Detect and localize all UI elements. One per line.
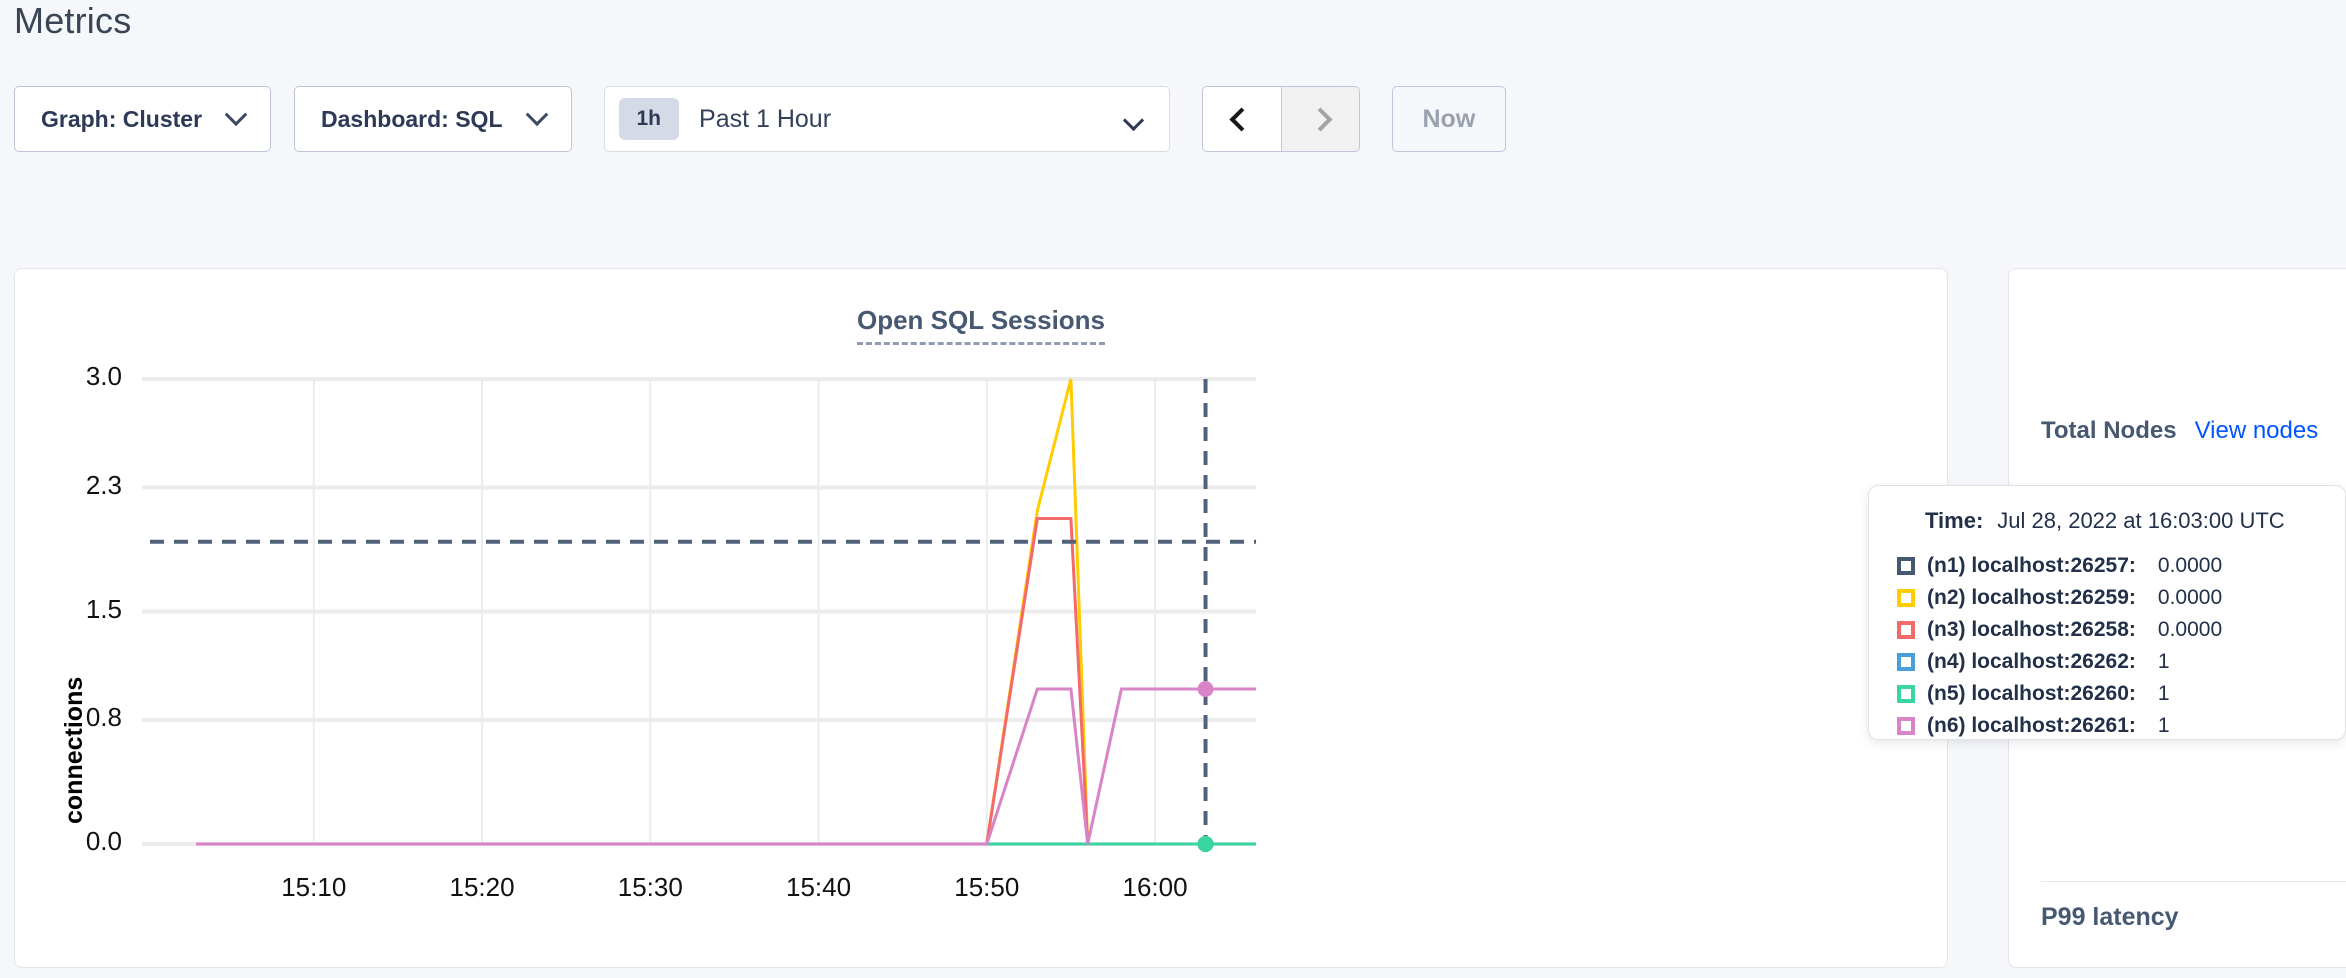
- chart-tooltip: Time: Jul 28, 2022 at 16:03:00 UTC (n1) …: [1868, 485, 2346, 740]
- tooltip-series-value: 1: [2157, 682, 2170, 705]
- chart-title: Open SQL Sessions: [15, 305, 1947, 345]
- tooltip-series-value: 0.0000: [2157, 586, 2223, 609]
- total-nodes-label: Total Nodes: [2041, 417, 2177, 444]
- y-axis-label: connections: [60, 676, 88, 824]
- view-nodes-link[interactable]: View nodes: [2194, 417, 2319, 444]
- tooltip-row: (n2) localhost:26259: 0.0000: [1897, 582, 2319, 614]
- p99-latency-label: P99 latency: [2041, 903, 2179, 931]
- y-axis-tick: 1.5: [85, 593, 122, 624]
- tooltip-series-name: (n1) localhost:26257:: [1927, 554, 2136, 577]
- series-color-swatch-icon: [1897, 589, 1915, 607]
- toolbar: Graph: Cluster Dashboard: SQL 1h Past 1 …: [14, 86, 1507, 152]
- page-title: Metrics: [14, 0, 132, 41]
- x-axis-tick: 15:50: [954, 872, 1020, 902]
- time-range-pill: 1h: [618, 98, 680, 140]
- y-axis-tick: 2.3: [85, 469, 122, 500]
- tooltip-series-name: (n3) localhost:26258:: [1927, 618, 2136, 641]
- series-color-swatch-icon: [1897, 685, 1915, 703]
- next-range-button[interactable]: [1280, 87, 1359, 151]
- tooltip-time-key: Time:: [1925, 508, 1984, 533]
- series-color-swatch-icon: [1897, 653, 1915, 671]
- tooltip-row: (n1) localhost:26257: 0.0000: [1897, 550, 2319, 582]
- tooltip-row: (n3) localhost:26258: 0.0000: [1897, 614, 2319, 646]
- chevron-left-icon: [1229, 106, 1254, 132]
- summary-title: Summary: [2009, 321, 2346, 352]
- chart-series: [196, 378, 1256, 846]
- tooltip-row: (n5) localhost:26260: 1: [1897, 678, 2319, 710]
- time-range-selector[interactable]: 1h Past 1 Hour: [603, 86, 1170, 152]
- tooltip-time: Time: Jul 28, 2022 at 16:03:00 UTC: [1897, 508, 2319, 534]
- chevron-down-icon: [224, 103, 248, 127]
- divider: [2041, 881, 2346, 882]
- chart-gridlines: [142, 377, 1256, 846]
- chevron-down-icon: [1122, 109, 1144, 132]
- series-color-swatch-icon: [1897, 717, 1915, 735]
- chevron-right-icon: [1307, 106, 1333, 132]
- tooltip-row: (n4) localhost:26262: 1: [1897, 646, 2319, 678]
- tooltip-series-value: 1: [2157, 714, 2170, 737]
- dashboard-selector[interactable]: Dashboard: SQL: [294, 86, 572, 152]
- chevron-down-icon: [525, 103, 548, 127]
- graph-selector[interactable]: Graph: Cluster: [14, 86, 272, 152]
- cursor-marker: [1197, 681, 1214, 697]
- total-nodes-row: Total Nodes View nodes: [2041, 417, 2318, 445]
- time-range-label: Past 1 Hour: [699, 104, 832, 133]
- cursor-markers: [1197, 681, 1214, 852]
- y-axis-tick: 0.8: [85, 702, 122, 732]
- graph-selector-label: Graph: Cluster: [41, 105, 203, 132]
- y-axis-tick: 3.0: [85, 361, 122, 391]
- cursor-marker: [1197, 836, 1214, 852]
- tooltip-series-value: 1: [2157, 650, 2170, 673]
- chart-plot[interactable]: [15, 269, 1949, 969]
- series-color-swatch-icon: [1897, 621, 1915, 639]
- x-axis-tick: 16:00: [1122, 872, 1188, 902]
- tooltip-time-value: Jul 28, 2022 at 16:03:00 UTC: [1997, 508, 2285, 533]
- tooltip-series-value: 0.0000: [2157, 554, 2223, 577]
- prev-range-button[interactable]: [1202, 87, 1281, 151]
- now-button-label: Now: [1422, 104, 1476, 133]
- chart-card: Open SQL Sessions connections 0.0 0.8 1.5 2…: [14, 268, 1948, 968]
- x-axis-tick: 15:10: [281, 872, 347, 902]
- tooltip-series-value: 0.0000: [2157, 618, 2223, 641]
- x-axis-tick: 15:30: [617, 872, 683, 902]
- tooltip-row: (n6) localhost:26261: 1: [1897, 710, 2319, 742]
- time-nav-group: [1201, 86, 1360, 152]
- series-line: [196, 687, 1256, 846]
- tooltip-series-name: (n6) localhost:26261:: [1927, 714, 2136, 737]
- x-axis-tick: 15:40: [785, 872, 852, 902]
- tooltip-series-name: (n5) localhost:26260:: [1927, 682, 2136, 705]
- tooltip-series-name: (n2) localhost:26259:: [1927, 586, 2136, 609]
- now-button[interactable]: Now: [1391, 86, 1507, 152]
- y-axis-tick: 0.0: [85, 826, 122, 856]
- dashboard-selector-label: Dashboard: SQL: [321, 105, 503, 132]
- series-color-swatch-icon: [1897, 557, 1915, 575]
- x-axis-tick: 15:20: [449, 872, 515, 902]
- tooltip-series-name: (n4) localhost:26262:: [1927, 650, 2136, 673]
- tooltip-rows: (n1) localhost:26257: 0.0000 (n2) localhos…: [1897, 550, 2319, 742]
- chart-vertical-gridlines: [312, 379, 1157, 844]
